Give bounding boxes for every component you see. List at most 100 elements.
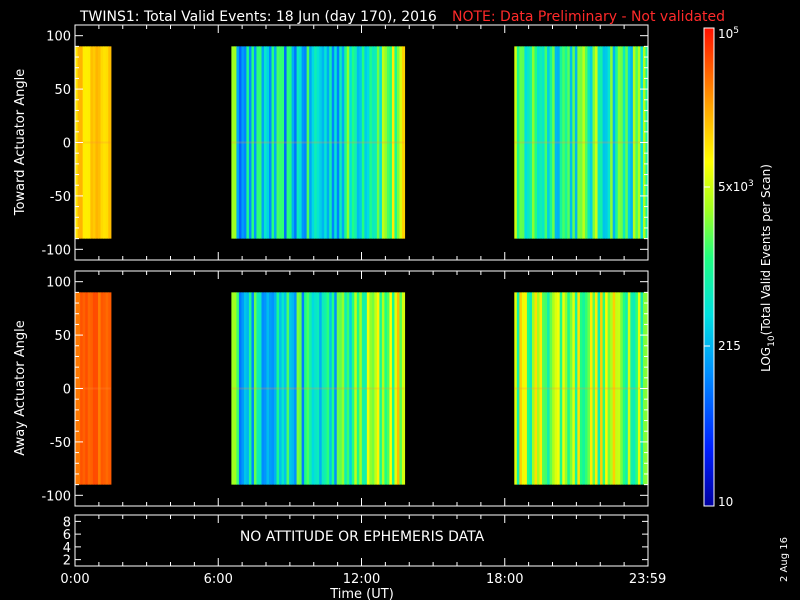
heatmap-column bbox=[243, 46, 248, 239]
heatmap-column bbox=[587, 46, 591, 239]
heatmap-column bbox=[534, 292, 538, 485]
heatmap-column bbox=[95, 292, 99, 485]
heatmap-column bbox=[351, 46, 355, 239]
heatmap-column bbox=[326, 292, 330, 485]
heatmap-column bbox=[241, 292, 245, 485]
heatmap-column bbox=[331, 292, 335, 485]
heatmap-column bbox=[582, 292, 586, 485]
heatmap-column bbox=[258, 46, 263, 239]
heatmap-column bbox=[100, 46, 104, 239]
heatmap-column bbox=[269, 292, 273, 485]
heatmap-column bbox=[324, 292, 328, 485]
heatmap-column bbox=[294, 292, 298, 485]
zero-angle-band bbox=[75, 387, 111, 390]
heatmap-column bbox=[336, 292, 340, 485]
heatmap-column bbox=[396, 292, 401, 485]
heatmap-column bbox=[557, 292, 561, 485]
heatmap-column bbox=[605, 46, 609, 239]
heatmap-column bbox=[389, 46, 393, 239]
heatmap-column bbox=[296, 292, 300, 485]
heatmap-column bbox=[100, 292, 104, 485]
heatmap-column bbox=[85, 46, 89, 239]
heatmap-column bbox=[238, 46, 243, 239]
heatmap-column bbox=[301, 46, 305, 239]
heatmap-column bbox=[559, 46, 563, 239]
heatmap-column bbox=[326, 46, 330, 239]
x-tick-label: 0:00 bbox=[60, 572, 89, 587]
heatmap-column bbox=[366, 292, 370, 485]
away-panel: 100 50 0 -50 -100 Away Actuator Angle bbox=[13, 270, 649, 507]
heatmap-column bbox=[612, 292, 616, 485]
heatmap-column bbox=[592, 292, 596, 485]
heatmap-column bbox=[552, 46, 556, 239]
heatmap-column bbox=[582, 46, 586, 239]
heatmap-column bbox=[366, 46, 370, 239]
y-tick-label: -100 bbox=[41, 243, 71, 258]
heatmap-column bbox=[537, 292, 541, 485]
heatmap-column bbox=[567, 292, 571, 485]
heatmap-column bbox=[622, 292, 626, 485]
heatmap-column bbox=[291, 292, 295, 485]
heatmap-column bbox=[562, 292, 566, 485]
heatmap-column bbox=[316, 292, 320, 485]
heatmap-column bbox=[379, 292, 383, 485]
heatmap-column bbox=[356, 292, 360, 485]
heatmap-column bbox=[269, 46, 273, 239]
y-tick-label: 4 bbox=[63, 541, 71, 556]
y-tick-label: 0 bbox=[63, 383, 71, 398]
heatmap-column bbox=[524, 46, 528, 239]
heatmap-column bbox=[304, 46, 308, 239]
heatmap-column bbox=[108, 292, 112, 485]
zero-angle-band bbox=[514, 387, 648, 390]
heatmap-column bbox=[542, 46, 546, 239]
heatmap-column bbox=[256, 46, 260, 239]
heatmap-column bbox=[349, 292, 353, 485]
heatmap-column bbox=[319, 292, 323, 485]
heatmap-column bbox=[339, 292, 343, 485]
heatmap-column bbox=[376, 46, 380, 239]
heatmap-column bbox=[309, 292, 313, 485]
heatmap-column bbox=[394, 292, 398, 485]
colorbar-gradient bbox=[704, 28, 714, 506]
heatmap-column bbox=[306, 46, 310, 239]
heatmap-column bbox=[542, 292, 546, 485]
heatmap-column bbox=[359, 292, 363, 485]
toward-y-label: Toward Actuator Angle bbox=[13, 69, 28, 216]
heatmap-column bbox=[289, 292, 293, 485]
heatmap-column bbox=[361, 292, 365, 485]
heatmap-column bbox=[251, 46, 255, 239]
heatmap-column bbox=[281, 46, 285, 239]
heatmap-column bbox=[524, 292, 528, 485]
zero-angle-band bbox=[231, 387, 405, 390]
heatmap-column bbox=[539, 46, 543, 239]
heatmap-column bbox=[276, 292, 280, 485]
zero-angle-band bbox=[75, 141, 111, 144]
toward-x-ticks bbox=[74, 25, 649, 260]
heatmap-column bbox=[567, 46, 571, 239]
x-tick-label: 6:00 bbox=[204, 572, 233, 587]
heatmap-column bbox=[301, 292, 305, 485]
zero-angle-band bbox=[514, 141, 648, 144]
heatmap-column bbox=[271, 46, 275, 239]
heatmap-column bbox=[625, 292, 629, 485]
heatmap-column bbox=[544, 46, 548, 239]
heatmap-column bbox=[379, 46, 383, 239]
no-data-message: NO ATTITUDE OR EPHEMERIS DATA bbox=[240, 529, 485, 545]
heatmap-column bbox=[261, 46, 265, 239]
heatmap-column bbox=[519, 46, 523, 239]
heatmap-column bbox=[637, 46, 642, 239]
heatmap-column bbox=[595, 292, 599, 485]
away-heatmap bbox=[75, 292, 649, 485]
heatmap-column bbox=[286, 292, 290, 485]
heatmap-column bbox=[329, 292, 333, 485]
heatmap-column bbox=[632, 292, 636, 485]
y-tick-label: -100 bbox=[41, 489, 71, 504]
heatmap-column bbox=[617, 292, 621, 485]
heatmap-column bbox=[233, 46, 237, 239]
heatmap-column bbox=[274, 292, 278, 485]
colorbar: 105 5x103 215 10 LOG10(Total Valid Event… bbox=[703, 26, 777, 509]
heatmap-column bbox=[401, 46, 406, 239]
heatmap-column bbox=[632, 46, 636, 239]
heatmap-column bbox=[92, 46, 97, 239]
heatmap-column bbox=[572, 46, 576, 239]
